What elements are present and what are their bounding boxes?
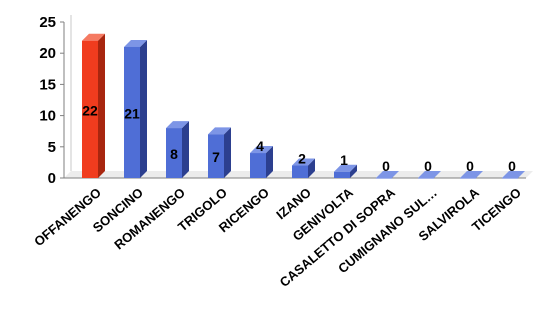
bar-side <box>308 158 315 178</box>
bar-soncino <box>124 39 147 179</box>
bar-front <box>166 128 182 178</box>
y-axis-ticks: 0 5 10 15 20 25 <box>39 14 64 187</box>
bar-front <box>124 46 140 179</box>
data-label: 7 <box>212 149 220 165</box>
data-label: 8 <box>170 146 178 162</box>
bar-romanengo <box>166 121 189 178</box>
bar-izano <box>292 158 315 178</box>
bar-top <box>124 39 147 47</box>
bar-top <box>166 121 189 129</box>
bar-ticengo <box>502 171 525 179</box>
bars <box>82 33 525 179</box>
bar-genivolta <box>334 164 357 178</box>
bar-top <box>418 171 441 178</box>
data-label: 1 <box>340 152 348 168</box>
bar-casaletto-di-sopra <box>376 171 399 179</box>
y-tick-label: 10 <box>39 108 56 125</box>
bar-cumignano-sul <box>418 171 441 179</box>
bar-front <box>460 178 476 179</box>
bar-front <box>82 40 98 178</box>
bar-front <box>418 178 434 179</box>
data-labels: 22 218 742 1 0 0 0 0 <box>82 102 516 174</box>
data-label: 2 <box>298 151 306 167</box>
bar-top <box>502 171 525 178</box>
data-label: 21 <box>124 105 140 121</box>
y-tick-label: 15 <box>39 76 56 93</box>
bar-front <box>376 178 392 179</box>
data-label: 0 <box>508 158 516 174</box>
data-label: 0 <box>382 158 390 174</box>
bar-top <box>292 158 315 166</box>
bar-front <box>502 178 518 179</box>
data-label: 0 <box>466 158 474 174</box>
bar-top <box>208 127 231 135</box>
bar-side <box>182 121 189 178</box>
bar-front <box>208 134 224 178</box>
bar-side <box>224 127 231 178</box>
bar-top <box>82 33 105 41</box>
bar-side <box>350 164 357 178</box>
y-tick-label: 20 <box>39 45 56 62</box>
bar-salvirola <box>460 171 483 179</box>
bar-front <box>250 153 266 178</box>
y-tick-label: 5 <box>48 139 56 156</box>
y-tick-label: 25 <box>39 14 56 31</box>
data-label: 0 <box>424 158 432 174</box>
data-label: 4 <box>256 138 264 154</box>
bar-top <box>250 146 273 154</box>
bar-top <box>460 171 483 178</box>
data-label: 22 <box>82 102 98 118</box>
bar-top <box>334 164 357 172</box>
bar-side <box>98 33 105 178</box>
y-tick-label: 0 <box>48 170 56 187</box>
bar-top <box>376 171 399 178</box>
bar-front <box>292 165 308 178</box>
bar-ricengo <box>250 146 273 178</box>
bar-offanengo <box>82 33 105 178</box>
bar-front <box>334 171 350 178</box>
x-tick-label: OFFANENGO <box>31 185 104 249</box>
bar-side <box>266 146 273 178</box>
bar-side <box>140 39 147 179</box>
bar-trigolo <box>208 127 231 178</box>
